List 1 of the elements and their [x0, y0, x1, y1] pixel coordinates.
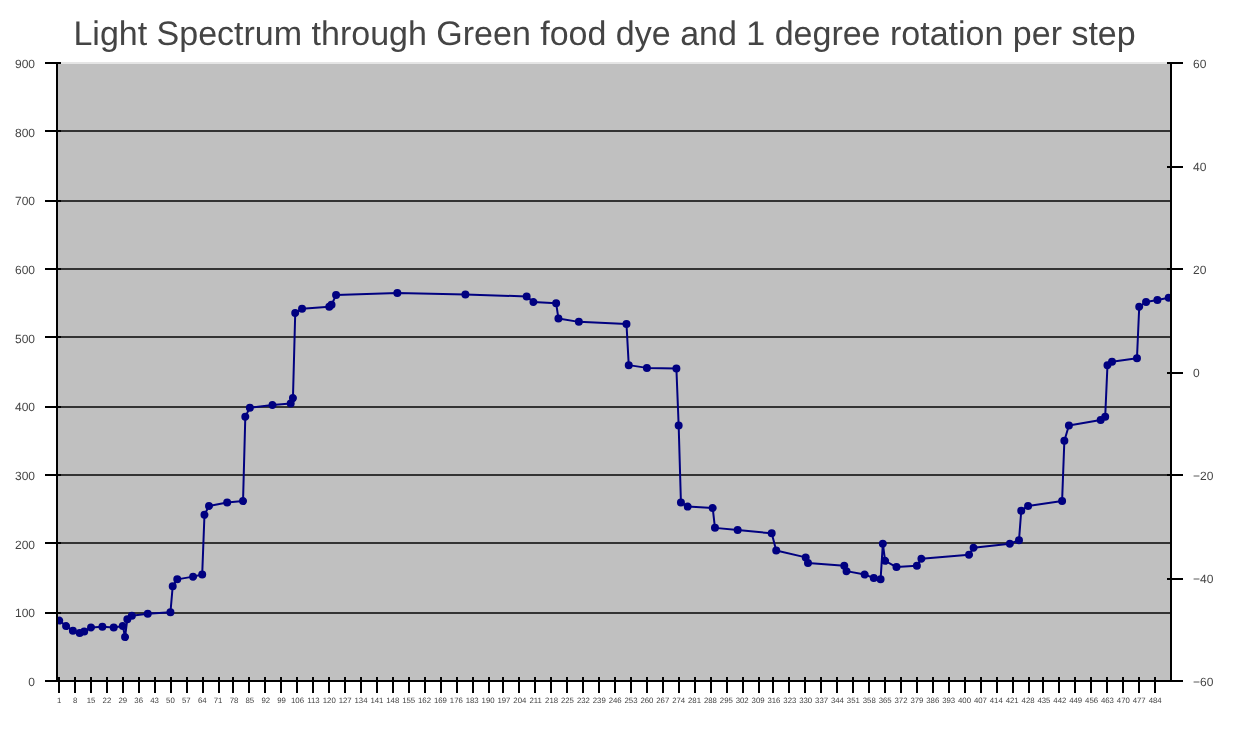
chart-title: Light Spectrum through Green food dye and 1 degree rotation per step: [73, 15, 1136, 53]
